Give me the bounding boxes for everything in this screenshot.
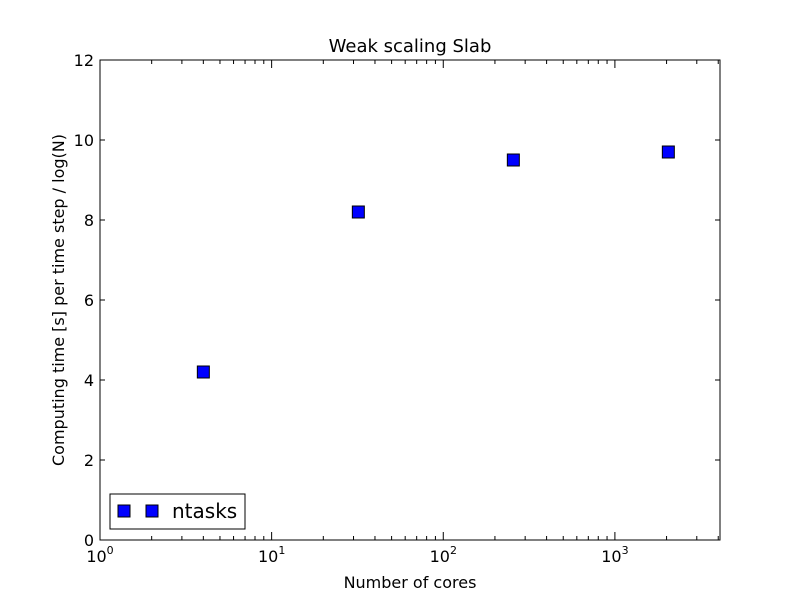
x-tick-label: 103 — [601, 544, 628, 566]
y-axis-label: Computing time [s] per time step / log(N… — [49, 134, 68, 466]
y-tick-label: 6 — [84, 291, 94, 310]
legend-label: ntasks — [172, 499, 237, 523]
plot-frame — [99, 59, 721, 541]
y-tick-label: 0 — [84, 531, 94, 550]
legend-marker — [145, 504, 159, 518]
x-axis-label: Number of cores — [344, 573, 477, 592]
legend-frame — [109, 493, 246, 530]
data-point — [351, 205, 365, 219]
y-axis-ticks: 0 2 4 6 8 10 12 — [74, 51, 720, 550]
data-point — [196, 365, 210, 379]
legend-marker — [117, 504, 131, 518]
chart-title: Weak scaling Slab — [329, 36, 492, 57]
legend: ntasks — [109, 493, 246, 530]
y-tick-label: 10 — [74, 131, 94, 150]
y-tick-label: 12 — [74, 51, 94, 70]
x-tick-label: 102 — [430, 544, 457, 566]
y-tick-label: 8 — [84, 211, 94, 230]
y-tick-label: 4 — [84, 371, 94, 390]
data-points — [196, 145, 675, 379]
data-point — [506, 153, 520, 167]
x-tick-label: 101 — [258, 544, 285, 566]
data-point — [661, 145, 675, 159]
x-tick-label: 100 — [86, 544, 113, 566]
y-tick-label: 2 — [84, 451, 94, 470]
